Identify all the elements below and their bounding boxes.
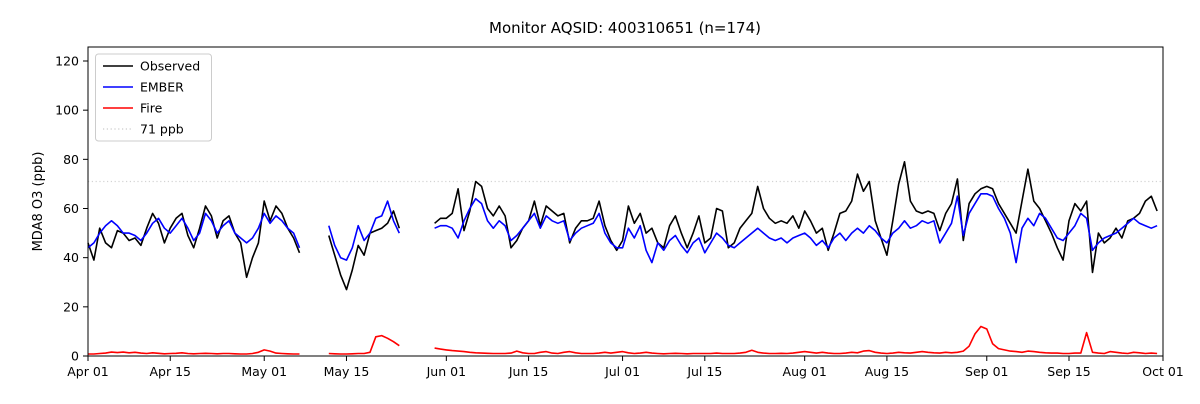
x-tick-label: May 15 [324, 364, 370, 379]
legend-label-fire: Fire [140, 101, 163, 116]
legend-label-71-ppb: 71 ppb [140, 122, 184, 137]
series-group [87, 161, 1158, 355]
y-axis-label: MDA8 O3 (ppb) [31, 152, 46, 252]
y-tick-label: 20 [63, 299, 79, 314]
series-line-ember [87, 193, 1158, 264]
x-tick-label: Sep 01 [965, 364, 1008, 379]
plot-border [87, 46, 1164, 357]
y-tick-label: 0 [71, 349, 79, 364]
y-tick-label: 40 [63, 250, 79, 265]
x-tick-label: Apr 15 [149, 364, 191, 379]
series-line-fire [88, 325, 1158, 355]
x-tick-label: Jun 01 [426, 364, 466, 379]
x-tick-label: Aug 15 [865, 364, 909, 379]
x-tick-label: May 01 [241, 364, 287, 379]
y-tick-label: 60 [63, 201, 79, 216]
y-tick-label: 80 [63, 152, 79, 167]
legend-box [95, 53, 212, 142]
x-tick-label: Jul 15 [686, 364, 722, 379]
x-tick-label: Sep 15 [1047, 364, 1090, 379]
x-tick-label: Jun 15 [508, 364, 548, 379]
chart-title: Monitor AQSID: 400310651 (n=174) [489, 19, 761, 37]
axes-group: 0 20 40 60 80 100 120 Apr 01 Apr 15 May 01 May 15 J… [55, 46, 1184, 379]
y-tick-label: 100 [55, 103, 79, 118]
x-tick-label: Apr 01 [67, 364, 109, 379]
legend: Observed EMBER Fire 71 ppb [95, 53, 212, 142]
x-tick-label: Oct 01 [1142, 364, 1184, 379]
x-tick-label: Aug 01 [783, 364, 827, 379]
x-tick-label: Jul 01 [604, 364, 640, 379]
y-tick-label: 120 [55, 54, 79, 69]
legend-label-ember: EMBER [140, 80, 184, 95]
legend-label-observed: Observed [140, 59, 200, 74]
